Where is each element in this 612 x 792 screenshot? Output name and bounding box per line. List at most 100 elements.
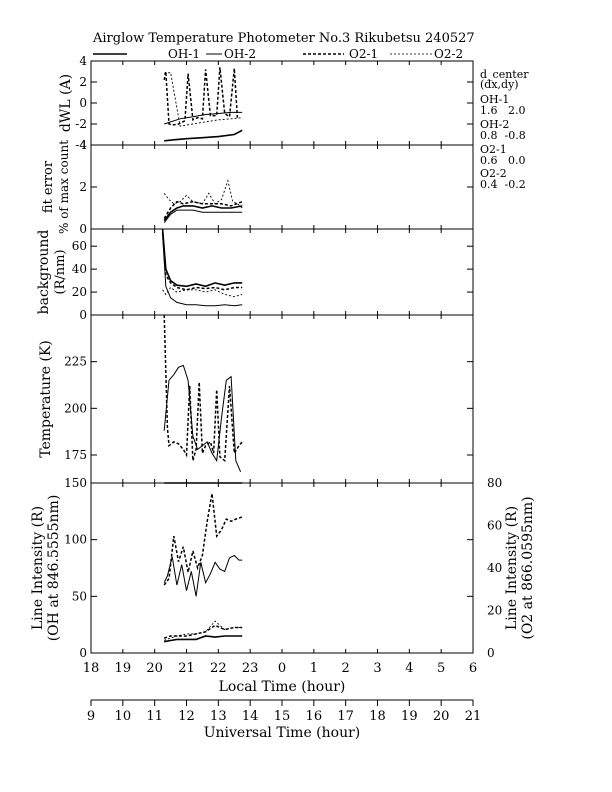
local-time-tick-label: 3 <box>373 661 381 676</box>
panel-dwl-frame <box>90 60 474 146</box>
ylabel-background: background <box>36 230 52 315</box>
background-ytick-label: 20 <box>72 285 87 299</box>
background-series-oh-1-0 <box>161 228 243 288</box>
local-time-tick-label: 20 <box>146 661 163 676</box>
universal-time-tick-label: 20 <box>433 709 450 724</box>
ylabel-fit-error: fit error <box>41 160 56 213</box>
d-center-o21-value: 0.6 0.0 <box>480 154 525 167</box>
local-time-tick-label: 19 <box>115 661 132 676</box>
legend-oh1-label: OH-1 <box>168 47 200 61</box>
local-time-tick-label: 22 <box>210 661 227 676</box>
d-center-o22-name: O2-2 <box>480 167 507 180</box>
line_intensity-ytick-label: 150 <box>64 476 87 490</box>
universal-time-tick-label: 13 <box>210 709 227 724</box>
d-center-oh1-name: OH-1 <box>480 93 509 106</box>
line_intensity-ytick-label: 50 <box>72 589 87 603</box>
local-time-tick-label: 5 <box>437 661 445 676</box>
xlabel-universal-time: Universal Time (hour) <box>204 725 361 741</box>
fit_error-series-o2-2-3 <box>163 179 243 209</box>
line_intensity-ytick-right-label: 40 <box>487 561 502 575</box>
local-time-tick-label: 4 <box>405 661 413 676</box>
panel-temperature-frame <box>90 314 474 484</box>
fit_error-series-o2-1-2 <box>163 200 243 219</box>
background-ytick-label: 0 <box>79 308 87 322</box>
xlabel-local-time: Local Time (hour) <box>219 679 346 695</box>
fit_error-series-oh-1-0 <box>163 205 243 222</box>
universal-time-tick-label: 9 <box>87 709 95 724</box>
d-center-o21-name: O2-1 <box>480 143 507 156</box>
d-center-subtitle: (dx,dy) <box>480 78 519 91</box>
dwl-series-oh-2-1 <box>164 111 243 125</box>
dwl-ytick-label: -2 <box>75 117 87 131</box>
universal-time-tick-label: 19 <box>401 709 418 724</box>
dwl-ytick-label: 4 <box>79 54 87 68</box>
universal-time-tick-label: 10 <box>115 709 132 724</box>
dwl-series-o2-1-2 <box>163 67 239 126</box>
universal-time-tick-label: 21 <box>465 709 482 724</box>
local-time-tick-label: 21 <box>178 661 195 676</box>
universal-time-tick-label: 12 <box>178 709 195 724</box>
background-ytick-label: 40 <box>72 262 87 276</box>
line_intensity-series-oh-1-5 <box>164 635 243 643</box>
background-series-o2-2-3 <box>162 286 243 298</box>
panel-frames <box>90 60 474 654</box>
local-time-tick-label: 6 <box>469 661 477 676</box>
dwl-ytick-label: -4 <box>75 138 87 152</box>
line_intensity-ytick-right-label: 80 <box>487 476 502 490</box>
line_intensity-ytick-right-label: 20 <box>487 604 502 618</box>
universal-time-tick-label: 18 <box>369 709 386 724</box>
line_intensity-series-oh-2-1 <box>163 554 243 597</box>
chart-marks: 420-2-4420604020022520017515010050080604… <box>64 54 502 724</box>
ylabel-temperature: Temperature (K) <box>38 340 54 458</box>
legend-oh2-label: OH-2 <box>224 47 256 61</box>
ylabel-fit-error-2: % of max count <box>57 140 71 234</box>
panel-background-frame <box>90 228 474 316</box>
local-time-tick-label: 0 <box>278 661 286 676</box>
background-ytick-label: 60 <box>72 239 87 253</box>
ylabel-dwl: dWL (A) <box>58 74 74 132</box>
line_intensity-series-o2-1-3 <box>163 493 243 586</box>
universal-time-tick-label: 16 <box>306 709 323 724</box>
dwl-series-oh-1-0 <box>164 129 243 142</box>
temperature-series-oh-2-0 <box>163 364 242 472</box>
fit_error-series-oh-2-1 <box>163 209 243 224</box>
ylabel-background-2: (R/nm) <box>53 249 68 294</box>
universal-time-tick-label: 17 <box>337 709 354 724</box>
local-time-tick-label: 1 <box>310 661 318 676</box>
panel-line-intensity-frame <box>90 482 474 654</box>
dwl-series-o2-2-3 <box>164 71 243 127</box>
line_intensity-ytick-label: 0 <box>79 646 87 660</box>
temperature-series-o2-1-1 <box>163 314 243 463</box>
d-center-oh2-name: OH-2 <box>480 118 509 131</box>
panel-fit-error-frame <box>90 144 474 230</box>
ylabel-intensity-right-2: (O2 at 866.0595nm) <box>520 496 536 639</box>
local-time-tick-label: 2 <box>342 661 350 676</box>
universal-time-tick-label: 14 <box>242 709 259 724</box>
temperature-ytick-label: 175 <box>64 448 87 462</box>
d-center-title: d_center <box>480 68 529 81</box>
ylabel-intensity-right: Line Intensity (R) <box>504 506 520 630</box>
local-time-tick-label: 23 <box>242 661 259 676</box>
line_intensity-ytick-right-label: 0 <box>487 646 495 660</box>
ylabel-intensity-left-2: (OH at 846.5555nm) <box>46 495 62 642</box>
dwl-ytick-label: 2 <box>79 75 87 89</box>
background-series-o2-1-2 <box>161 232 243 291</box>
legend: OH-1 OH-2 O2-1 O2-2 <box>93 47 463 61</box>
fit_error-ytick-label: 0 <box>79 222 87 236</box>
line_intensity-ytick-label: 100 <box>64 533 87 547</box>
universal-time-tick-label: 15 <box>274 709 291 724</box>
line_intensity-series-o2-1-6 <box>163 624 243 639</box>
fit_error-ytick-label: 2 <box>79 180 87 194</box>
local-time-tick-label: 18 <box>83 661 100 676</box>
ylabel-intensity-left: Line Intensity (R) <box>30 506 46 630</box>
temperature-ytick-label: 200 <box>64 401 87 415</box>
figure-title: Airglow Temperature Photometer No.3 Riku… <box>92 31 475 46</box>
temperature-ytick-label: 225 <box>64 355 87 369</box>
d-center-oh2-value: 0.8 -0.8 <box>480 129 526 142</box>
legend-o21-label: O2-1 <box>349 47 378 61</box>
d-center-block: d_center (dx,dy) OH-1 1.6 2.0 OH-2 0.8 -… <box>480 68 529 191</box>
fit_error-ytick-label: 4 <box>79 138 87 152</box>
d-center-oh1-value: 1.6 2.0 <box>480 104 525 117</box>
background-series-oh-2-1 <box>162 234 243 307</box>
